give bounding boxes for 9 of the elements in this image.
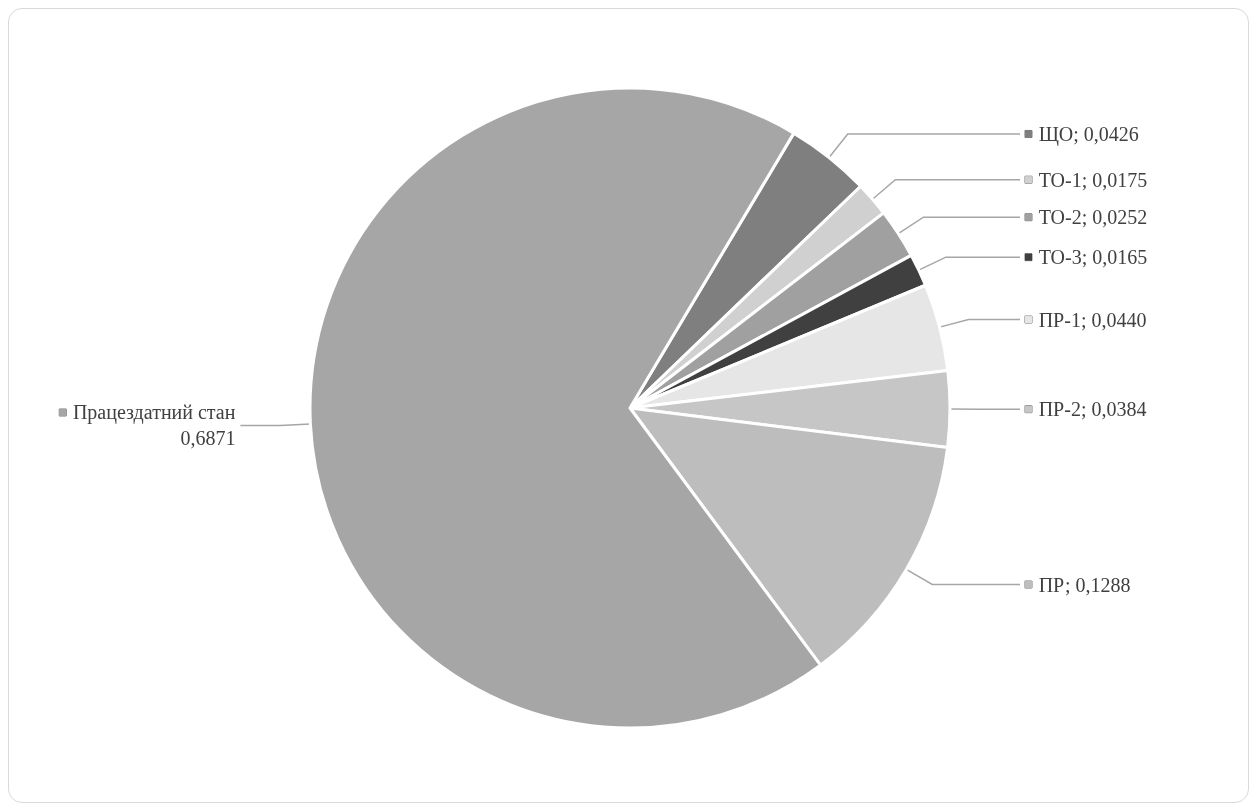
data-label: 0,6871 bbox=[180, 427, 236, 450]
legend-label: ПР; 0,1288 bbox=[1038, 573, 1131, 596]
legend-label: ПР-2; 0,0384 bbox=[1038, 398, 1147, 421]
legend-label: ТО-1; 0,0175 bbox=[1038, 168, 1148, 191]
legend-label: ТО-3; 0,0165 bbox=[1038, 246, 1148, 269]
legend-label: ТО-2; 0,0252 bbox=[1038, 206, 1148, 229]
legend-label: ПР-1; 0,0440 bbox=[1038, 308, 1147, 331]
legend-label: ЩО; 0,0426 bbox=[1038, 122, 1139, 146]
legend-label: Працездатний стан bbox=[72, 401, 236, 425]
